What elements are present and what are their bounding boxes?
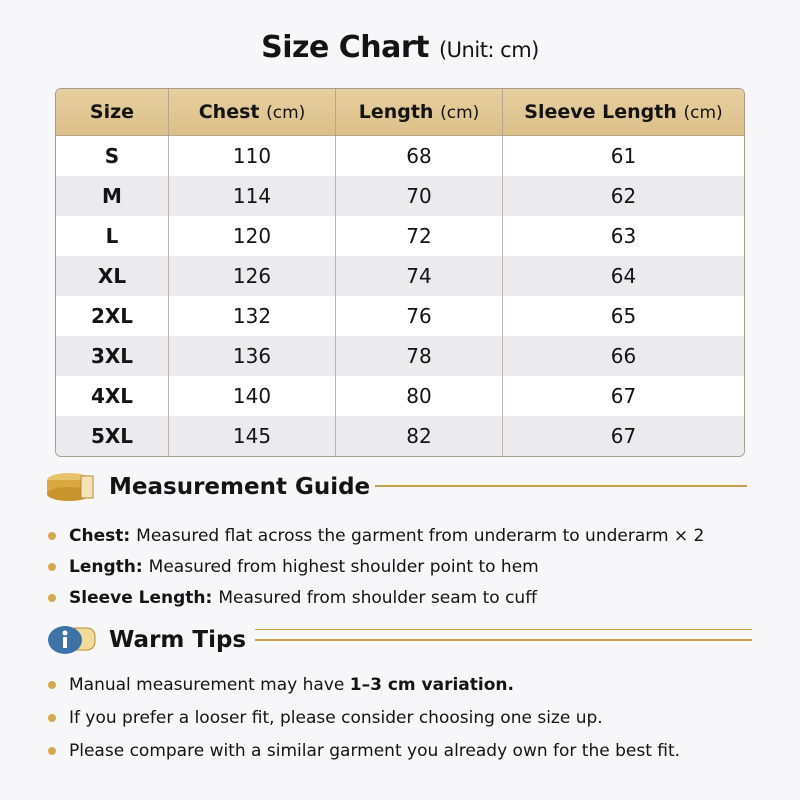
guide-item: Chest: Measured flat across the garment f…	[48, 520, 704, 551]
table-cell: 110	[169, 136, 336, 176]
table-row: L 120 72 63	[56, 216, 744, 256]
col-label: Chest	[198, 101, 260, 123]
guide-text: Measured from shoulder seam to cuff	[218, 587, 537, 608]
table-cell: 72	[336, 216, 503, 256]
bullet-icon	[48, 531, 56, 540]
table-row: XL 126 74 64	[56, 256, 744, 296]
guide-term: Chest:	[69, 525, 131, 546]
size-cell: 3XL	[56, 336, 169, 376]
measuring-tape-icon	[47, 473, 94, 501]
table-cell: 61	[610, 144, 637, 168]
guide-item: Sleeve Length: Measured from shoulder sea…	[48, 582, 704, 613]
size-cell: 2XL	[56, 296, 169, 336]
table-cell: 114	[169, 176, 336, 216]
table-row: 3XL 136 78 66	[56, 336, 744, 376]
col-header-sleeve: Sleeve Length (cm)	[503, 89, 744, 136]
size-cell: L	[56, 216, 169, 256]
guide-term: Sleeve Length:	[69, 587, 213, 608]
guide-text: Measured from highest shoulder point to …	[148, 556, 539, 577]
guide-title: Measurement Guide	[109, 474, 371, 500]
size-table: Size Chest (cm) Length (cm) Sleeve Lengt…	[55, 88, 745, 457]
bullet-icon	[48, 680, 56, 689]
tip-text: If you prefer a looser fit, please consi…	[69, 707, 603, 728]
table-row: 4XL 140 80 67	[56, 376, 744, 416]
tips-title: Warm Tips	[109, 627, 247, 653]
bullet-icon	[48, 746, 56, 755]
title-text: Size Chart	[261, 30, 430, 65]
table-cell: 140	[169, 376, 336, 416]
bullet-icon	[48, 593, 56, 602]
tip-text: Manual measurement may have	[69, 674, 350, 695]
table-cell: 70	[336, 176, 503, 216]
table-row: M 114 70 62	[56, 176, 744, 216]
table-cell: 136	[169, 336, 336, 376]
bullet-icon	[48, 713, 56, 722]
table-cell: 63	[610, 224, 637, 248]
col-label: Size	[89, 101, 135, 123]
tip-text: Please compare with a similar garment yo…	[69, 740, 681, 761]
guide-item: Length: Measured from highest shoulder po…	[48, 551, 704, 582]
tip-item: If you prefer a looser fit, please consi…	[48, 701, 686, 734]
col-unit: (cm)	[683, 103, 723, 123]
col-unit: (cm)	[440, 103, 480, 123]
table-cell: 80	[336, 376, 503, 416]
table-cell: 64	[503, 256, 744, 296]
guide-header: Measurement Guide	[45, 470, 370, 504]
table-cell: 82	[336, 416, 503, 456]
table-cell: 68	[336, 136, 503, 176]
guide-list: Chest: Measured flat across the garment f…	[48, 520, 704, 613]
table-cell: 145	[169, 416, 336, 456]
table-cell: 78	[336, 336, 503, 376]
col-header-chest: Chest (cm)	[169, 89, 336, 136]
guide-text: Measured flat across the garment from un…	[136, 525, 705, 546]
tips-list: Manual measurement may have 1–3 cm varia…	[48, 668, 686, 767]
table-row: 5XL 145 82 67	[56, 416, 744, 456]
size-cell: 4XL	[56, 376, 169, 416]
col-unit: (cm)	[266, 103, 306, 123]
table-cell: 67	[610, 384, 637, 408]
table-row: 2XL 132 76 65	[56, 296, 744, 336]
tip-item: Manual measurement may have 1–3 cm varia…	[48, 668, 686, 701]
title-unit: (Unit: cm)	[438, 38, 539, 62]
size-cell: M	[56, 176, 169, 216]
col-header-size: Size	[56, 89, 169, 136]
page-title: Size Chart (Unit: cm)	[0, 30, 800, 65]
table-cell: 132	[169, 296, 336, 336]
table-cell: 120	[169, 216, 336, 256]
col-header-length: Length (cm)	[336, 89, 503, 136]
divider	[375, 485, 747, 487]
size-cell: XL	[56, 256, 169, 296]
table-cell: 66	[503, 336, 744, 376]
bullet-icon	[48, 562, 56, 571]
table-cell: 62	[503, 176, 744, 216]
table-cell: 67	[503, 416, 744, 456]
divider	[255, 629, 752, 630]
guide-term: Length:	[69, 556, 143, 577]
col-label: Sleeve Length	[524, 101, 677, 123]
table-row: S 110 68 61	[56, 136, 744, 176]
col-label: Length	[358, 101, 434, 123]
tips-header: Warm Tips	[45, 624, 246, 656]
size-cell: 5XL	[56, 416, 169, 456]
table-cell: 74	[336, 256, 503, 296]
tip-bold: 1–3 cm variation.	[349, 674, 514, 695]
table-cell: 65	[610, 304, 637, 328]
divider	[255, 639, 752, 641]
table-cell: 126	[169, 256, 336, 296]
table-cell: 76	[336, 296, 503, 336]
tip-item: Please compare with a similar garment yo…	[48, 734, 686, 767]
info-icon	[48, 626, 96, 654]
size-cell: S	[56, 136, 169, 176]
